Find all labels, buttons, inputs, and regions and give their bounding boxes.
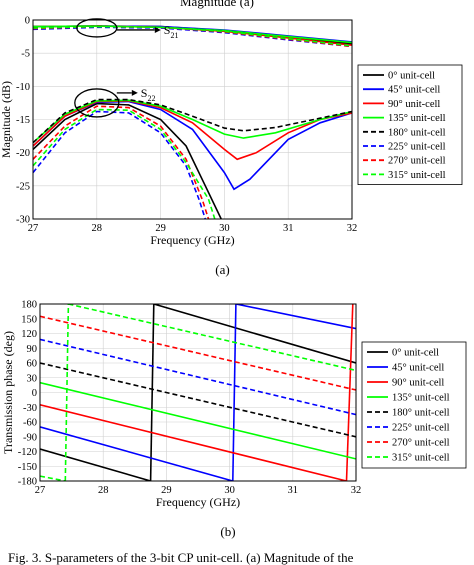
legend-box — [357, 64, 463, 185]
x-tick-label: 31 — [283, 223, 294, 234]
annotation-ellipse — [76, 18, 118, 38]
y-tick-label: -25 — [16, 181, 30, 192]
y-tick-label: -20 — [16, 148, 30, 159]
series-line — [40, 362, 356, 438]
y-tick-label: -30 — [23, 403, 37, 414]
annotation-label: S21 — [164, 23, 179, 40]
arrow-head — [131, 89, 138, 96]
legend: 0° unit-cell 45° unit-cell 90° unit-cell 13… — [361, 341, 467, 469]
series-line-s21 — [33, 25, 352, 47]
y-tick-label: 120 — [21, 329, 37, 340]
plot-frame — [32, 19, 353, 220]
legend-entry: 45° unit-cell — [392, 363, 444, 374]
legend-entry: 45° unit-cell — [388, 85, 440, 96]
legend-entry: 270° unit-cell — [388, 156, 446, 167]
plot-frame — [39, 303, 357, 482]
x-tick-label: 29 — [161, 485, 172, 496]
series-line — [40, 381, 356, 460]
y-tick-label: -180 — [18, 477, 37, 488]
x-tick-label: 30 — [219, 223, 230, 234]
y-tick-label: 60 — [27, 359, 38, 370]
series-line-s22 — [33, 110, 207, 219]
x-tick-label: 32 — [347, 223, 358, 234]
figure-caption: Fig. 3. S-parameters of the 3-bit CP uni… — [8, 550, 354, 565]
arrow-head — [154, 26, 161, 33]
legend-entry: 270° unit-cell — [392, 438, 450, 449]
series-line — [40, 404, 347, 481]
chart-panel-b: 27 28 29 30 31 32 180 150 120 90 60 30 0 -30 -60 -90 -12… — [1, 300, 467, 539]
series-line — [345, 304, 354, 481]
legend-entry: 180° unit-cell — [388, 127, 446, 138]
series-line — [40, 315, 356, 391]
y-axis-label: Transmission phase (deg) — [1, 331, 15, 454]
series-line-s22 — [33, 108, 216, 219]
legend-entry: 180° unit-cell — [392, 408, 450, 419]
x-tick-label: 31 — [288, 485, 299, 496]
x-tick-label: 32 — [351, 485, 362, 496]
legend-box — [361, 341, 467, 469]
legend-entry: 90° unit-cell — [388, 99, 440, 110]
legend-entry: 90° unit-cell — [392, 378, 444, 389]
y-tick-label: 150 — [21, 314, 37, 325]
series-line — [235, 304, 356, 330]
x-tick-label: 29 — [155, 223, 166, 234]
x-tick-label: 30 — [224, 485, 235, 496]
series-line-s22 — [33, 102, 222, 219]
series-line — [153, 304, 356, 364]
y-tick-label: 0 — [32, 388, 37, 399]
y-axis-label: Magnitude (dB) — [0, 81, 13, 158]
y-tick-label: -150 — [18, 462, 37, 473]
y-tick-label: -15 — [16, 115, 30, 126]
legend-entry: 0° unit-cell — [388, 71, 435, 82]
y-tick-label: -10 — [16, 82, 30, 93]
series-line — [149, 304, 155, 481]
y-tick-label: -120 — [18, 447, 37, 458]
x-tick-label: 27 — [35, 485, 46, 496]
y-tick-label: 30 — [27, 373, 38, 384]
annotation-label: S22 — [141, 86, 156, 103]
panel-caption: (b) — [220, 524, 235, 539]
legend-entry: 135° unit-cell — [388, 113, 446, 124]
x-tick-label: 27 — [28, 223, 39, 234]
series-line-s22 — [33, 100, 352, 161]
legend-entry: 225° unit-cell — [388, 142, 446, 153]
series-line — [40, 475, 66, 481]
y-tick-label: -30 — [16, 215, 30, 226]
x-tick-label: 28 — [98, 485, 109, 496]
figure-header: Magnitude (a) — [180, 0, 254, 9]
x-tick-label: 28 — [92, 223, 103, 234]
series-line-s22 — [33, 98, 352, 144]
legend: 0° unit-cell 45° unit-cell 90° unit-cell 13… — [357, 64, 463, 185]
y-tick-label: -90 — [23, 432, 37, 443]
legend-entry: 0° unit-cell — [392, 348, 439, 359]
series-line — [232, 304, 237, 481]
panel-caption: (a) — [215, 262, 229, 277]
x-axis-label: Frequency (GHz) — [150, 233, 234, 247]
series-line — [64, 304, 70, 481]
y-tick-label: 180 — [21, 300, 37, 311]
legend-entry: 225° unit-cell — [392, 423, 450, 434]
series-line-s21 — [33, 25, 352, 44]
y-tick-label: -5 — [21, 49, 30, 60]
x-axis-label: Frequency (GHz) — [156, 495, 240, 509]
legend-entry: 315° unit-cell — [392, 453, 450, 464]
series-line — [68, 304, 356, 372]
plot-area — [40, 304, 356, 481]
legend-entry: 135° unit-cell — [392, 393, 450, 404]
y-tick-label: -60 — [23, 418, 37, 429]
annotation-ellipse — [74, 88, 120, 118]
series-line — [40, 426, 234, 481]
plot-area — [33, 25, 352, 219]
series-line — [40, 338, 356, 416]
y-tick-label: 0 — [25, 16, 30, 27]
series-line — [40, 448, 151, 481]
series-line-s22 — [33, 99, 352, 144]
chart-panel-a: 27 28 29 30 31 32 0 -5 -10 -15 -20 -25 -30 Frequency … — [0, 16, 463, 277]
series-line-s22 — [33, 105, 210, 219]
legend-entry: 315° unit-cell — [388, 170, 446, 181]
y-tick-label: 90 — [27, 344, 38, 355]
